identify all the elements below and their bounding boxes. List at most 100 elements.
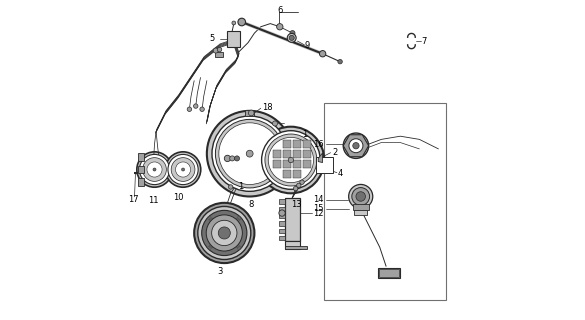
Circle shape [137,152,172,187]
Circle shape [265,134,317,186]
Text: 11: 11 [147,196,158,205]
Text: 12: 12 [313,209,324,218]
Circle shape [213,48,218,53]
Circle shape [238,18,246,26]
Bar [138,178,144,186]
Bar [292,140,301,148]
Bar [138,153,144,161]
Circle shape [343,133,369,158]
Circle shape [228,185,233,189]
Bar [279,236,284,240]
Circle shape [230,156,235,161]
Bar [279,228,284,233]
Bar [284,246,307,249]
Bar [292,160,301,168]
Polygon shape [343,135,369,157]
Bar [302,160,311,168]
Bar [355,210,367,215]
Circle shape [218,227,230,239]
Polygon shape [318,153,322,163]
Circle shape [349,139,363,153]
Circle shape [194,104,198,108]
Circle shape [356,192,366,201]
Text: 1: 1 [239,182,244,191]
Circle shape [279,210,285,216]
Text: 17: 17 [129,195,139,204]
Bar [283,160,291,168]
Text: 10: 10 [173,193,184,202]
Circle shape [166,152,201,187]
Text: 3: 3 [217,267,222,276]
Circle shape [212,116,287,191]
Circle shape [288,157,294,163]
Text: 16: 16 [313,140,324,148]
Bar [283,170,291,178]
Bar [279,207,284,211]
Circle shape [168,155,198,185]
Bar [279,214,284,218]
Circle shape [139,155,170,185]
Bar [283,150,291,158]
Bar [215,52,223,57]
Bar [228,31,239,47]
Circle shape [187,107,192,111]
Bar [284,241,300,249]
Circle shape [353,142,359,149]
Text: 14: 14 [313,195,324,204]
Bar [302,140,311,148]
Text: 2: 2 [332,148,338,156]
Circle shape [290,31,295,36]
Bar [353,204,369,210]
Circle shape [300,180,304,184]
Circle shape [200,107,204,111]
Circle shape [207,111,292,196]
Bar [292,150,301,158]
Bar [283,140,291,148]
Bar [316,157,332,173]
Text: 18: 18 [261,103,273,112]
Circle shape [235,156,239,161]
Circle shape [212,220,237,246]
Text: 4: 4 [338,169,343,178]
Circle shape [143,158,166,181]
Circle shape [176,162,191,177]
Bar [273,160,281,168]
Bar [292,170,301,178]
Circle shape [181,168,185,171]
Circle shape [219,123,281,185]
Circle shape [207,215,242,251]
Circle shape [232,21,236,25]
Bar [379,269,399,277]
Circle shape [215,119,284,188]
Text: 6: 6 [277,6,283,15]
Text: 1: 1 [302,130,307,139]
Circle shape [349,184,373,209]
Text: 9: 9 [304,41,309,50]
Circle shape [249,110,254,116]
Circle shape [352,188,370,205]
Circle shape [217,47,222,52]
Bar [302,150,311,158]
Circle shape [297,183,301,188]
Text: 15: 15 [313,204,324,213]
Circle shape [273,121,277,126]
Circle shape [261,131,320,189]
Bar [324,103,446,300]
Circle shape [147,162,162,177]
Circle shape [171,158,195,181]
Circle shape [319,51,326,57]
Bar [378,268,400,278]
Bar [279,199,284,204]
Bar [245,110,254,116]
Circle shape [198,206,251,260]
Circle shape [287,33,296,42]
Bar [273,150,281,158]
Circle shape [277,24,283,30]
Circle shape [246,150,253,157]
Bar [138,166,144,173]
Text: 8: 8 [249,200,254,209]
Text: 13: 13 [291,200,301,209]
Bar [279,221,284,226]
Circle shape [289,35,294,40]
Circle shape [153,168,156,171]
